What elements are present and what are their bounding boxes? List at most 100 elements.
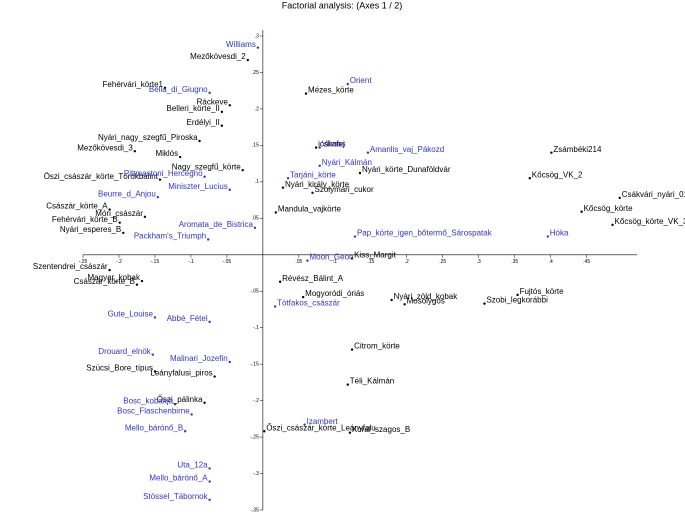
point-label: Nyári_nagy_szegfű_Piroska bbox=[98, 133, 198, 142]
point bbox=[208, 498, 211, 501]
point bbox=[516, 293, 519, 297]
x-tick-label: .35 bbox=[511, 259, 518, 265]
point bbox=[135, 283, 139, 286]
point-label: Drouard_elnök bbox=[98, 347, 151, 356]
y-tick-label: .25 bbox=[252, 70, 259, 76]
x-tick-label: .05 bbox=[295, 259, 302, 265]
point-label: Császár_körte_A bbox=[46, 202, 108, 211]
point bbox=[273, 305, 277, 308]
point-label: Mosolygós bbox=[407, 296, 445, 305]
point bbox=[153, 316, 157, 319]
point bbox=[108, 208, 111, 211]
point-label: Miniszter_Lucius bbox=[168, 182, 228, 191]
point bbox=[241, 168, 244, 172]
point-label: Szolymári_cukor bbox=[315, 185, 374, 194]
point bbox=[346, 82, 349, 86]
y-tick-label: .3 bbox=[255, 33, 259, 39]
point-label: Mezőkövesdi_3 bbox=[77, 143, 133, 152]
point bbox=[546, 235, 549, 238]
point-label: Kiss_Margit bbox=[354, 251, 397, 260]
point bbox=[108, 268, 111, 272]
point bbox=[314, 146, 318, 149]
point-label: Fujtós_körte bbox=[520, 287, 565, 296]
y-tick-label: -.1 bbox=[253, 325, 259, 331]
point-label: Csákvári_nyári_010 bbox=[622, 190, 685, 199]
point-label: Zsámbéki214 bbox=[553, 145, 602, 154]
point-label: Koral_szagos_B bbox=[352, 425, 410, 434]
point bbox=[228, 188, 231, 192]
point-label: Erdélyi_II bbox=[187, 118, 220, 127]
point-label: Moon_Geon bbox=[309, 253, 353, 262]
point-label: Öszi_császár_körte_Törökbálint bbox=[44, 172, 159, 181]
point bbox=[483, 302, 486, 305]
point bbox=[118, 221, 121, 224]
point bbox=[220, 124, 224, 127]
x-tick-label: .4 bbox=[549, 259, 553, 265]
point bbox=[208, 91, 211, 95]
point-label: Mello_bárónő_A bbox=[149, 474, 208, 483]
point-label: Abbé_Fétel bbox=[167, 314, 208, 323]
point-label: Citrom_körte bbox=[354, 342, 400, 351]
point bbox=[304, 92, 308, 95]
point bbox=[528, 177, 531, 180]
point-label: Magyar_kobak bbox=[88, 273, 141, 282]
point bbox=[213, 375, 216, 378]
point bbox=[153, 370, 157, 373]
x-tick-label: .3 bbox=[477, 259, 481, 265]
point bbox=[303, 423, 306, 426]
point-label: Belleri_körte_II bbox=[167, 104, 220, 113]
point bbox=[158, 178, 162, 181]
point-label: Szentendrei_császár bbox=[33, 262, 108, 271]
x-tick-label: -.25 bbox=[79, 259, 88, 265]
point bbox=[122, 231, 125, 235]
point bbox=[350, 348, 354, 351]
point-label: Ráckeve bbox=[197, 97, 229, 106]
point bbox=[198, 139, 201, 143]
y-tick-label: -.05 bbox=[250, 289, 259, 295]
point bbox=[183, 430, 187, 433]
point bbox=[550, 151, 553, 154]
point-label: Nyári_körte_Dunaföldvár bbox=[362, 165, 451, 174]
point bbox=[220, 110, 224, 114]
point bbox=[208, 480, 211, 483]
point-label: Nyári_Kálmán bbox=[322, 158, 372, 167]
point bbox=[366, 151, 370, 154]
point-label: Kőcsög_körte_VK_3 bbox=[615, 217, 685, 226]
y-tick-label: -.35 bbox=[250, 507, 259, 513]
point-label: Bosc_kobakja bbox=[123, 396, 173, 405]
point-label: Pittmastoni_Hercegnö bbox=[124, 169, 203, 178]
point bbox=[274, 211, 278, 214]
point bbox=[318, 146, 321, 149]
point bbox=[263, 430, 266, 433]
point bbox=[190, 413, 193, 416]
y-tick-label: .2 bbox=[255, 106, 259, 112]
point bbox=[286, 177, 290, 180]
y-tick-label: -.2 bbox=[253, 398, 259, 404]
point-label: Leányfalusi_piros bbox=[150, 369, 212, 378]
point bbox=[228, 360, 231, 364]
point-label: Aromata_de_Bistrica bbox=[179, 220, 254, 229]
point bbox=[246, 58, 249, 62]
point-label: Amanlis_vaj_Pákozd bbox=[370, 145, 444, 154]
x-tick-label: -.15 bbox=[151, 259, 160, 265]
point-label: Tótfakos_császár bbox=[277, 299, 340, 308]
point bbox=[278, 280, 282, 283]
point bbox=[403, 303, 406, 306]
point bbox=[353, 235, 357, 238]
point bbox=[203, 175, 206, 178]
x-tick-label: .45 bbox=[583, 259, 590, 265]
point-label: Kőcsög_körte bbox=[584, 204, 633, 213]
point-label: Vilmos bbox=[322, 140, 346, 149]
point-label: Mandula_vajkörte bbox=[278, 205, 342, 214]
point-label: Nagy_szegfű_körte bbox=[172, 162, 241, 171]
point bbox=[348, 431, 352, 434]
point-label: Miklós bbox=[155, 149, 178, 158]
y-tick-label: -.25 bbox=[250, 434, 259, 440]
x-tick-label: -.2 bbox=[116, 259, 122, 265]
point bbox=[318, 164, 321, 168]
x-tick-label: .25 bbox=[439, 259, 446, 265]
point bbox=[178, 155, 182, 159]
point-label: Nyári_zöld_kobak bbox=[394, 292, 459, 301]
point bbox=[143, 215, 147, 219]
